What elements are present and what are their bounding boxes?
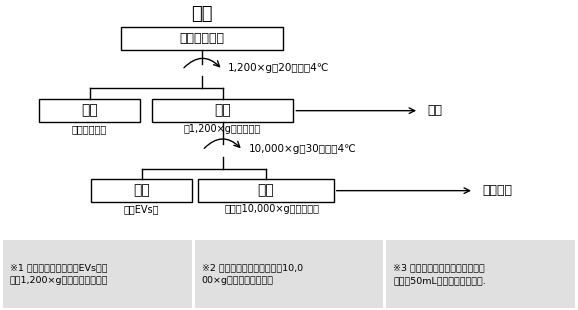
Text: 1,200×g，20分钟，4℃: 1,200×g，20分钟，4℃ [228, 63, 329, 73]
Text: 纯化: 纯化 [428, 104, 443, 117]
Bar [91, 179, 192, 202]
Bar [195, 240, 383, 308]
Text: 上清: 上清 [214, 104, 231, 118]
Text: 上清（10,000×g上清片段）: 上清（10,000×g上清片段） [224, 204, 319, 214]
Text: 10,000×g，30分钟，4℃: 10,000×g，30分钟，4℃ [249, 144, 356, 154]
Bar [121, 27, 283, 50]
Text: ※3 该优化步骤适合样品体积较大
，比如50mL条件性细胞培容基.: ※3 该优化步骤适合样品体积较大 ，比如50mL条件性细胞培容基. [393, 263, 486, 286]
Text: （大EVs）: （大EVs） [124, 204, 160, 214]
Bar [198, 179, 334, 202]
Text: 纯化步骤: 纯化步骤 [483, 184, 513, 197]
Bar [3, 240, 192, 308]
Bar [39, 99, 140, 122]
Text: 沉淠: 沉淠 [134, 184, 150, 198]
Text: 样品（血清）: 样品（血清） [180, 32, 225, 45]
Bar [386, 240, 575, 308]
Text: ※2 如果需要外泌体，请使用10,0
00×g上清片段做为样品: ※2 如果需要外泌体，请使用10,0 00×g上清片段做为样品 [202, 263, 303, 286]
Text: 上清: 上清 [258, 184, 274, 198]
Text: ※1 如果需要外泌体和大EVs，请
使用1,200×g上清片段作为样品: ※1 如果需要外泌体和大EVs，请 使用1,200×g上清片段作为样品 [10, 263, 108, 286]
Text: （细胞碎片）: （细胞碎片） [72, 124, 107, 134]
Text: 血清: 血清 [191, 5, 213, 23]
Text: 沉淠: 沉淠 [81, 104, 98, 118]
Bar [151, 99, 294, 122]
Text: （1,200×g上清片段）: （1,200×g上清片段） [184, 124, 261, 134]
